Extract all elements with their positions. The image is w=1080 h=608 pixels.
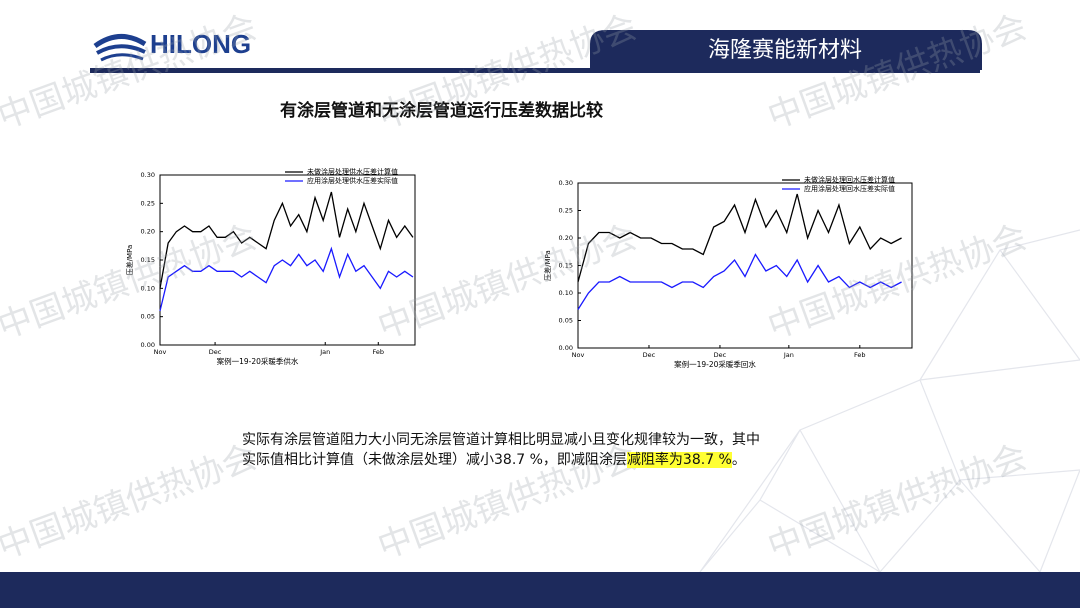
- x-axis-label: 案例一19-20采暖季回水: [674, 359, 756, 369]
- y-tick-label: 0.10: [141, 284, 155, 292]
- y-tick-label: 0.05: [141, 313, 155, 321]
- series-line: [159, 246, 414, 312]
- y-tick-label: 0.15: [559, 262, 573, 270]
- legend-label: 应用涂层处理供水压差实际值: [307, 176, 398, 185]
- y-tick-label: 0.00: [141, 341, 155, 349]
- x-tick-label: Dec: [714, 351, 727, 359]
- x-tick-label: Feb: [854, 351, 866, 359]
- logo-text: HILONG: [150, 29, 251, 59]
- body-span: 实际值相比计算值（未做涂层处理）减小38.7 %，即减阻涂层: [242, 452, 627, 468]
- y-tick-label: 0.00: [559, 344, 573, 352]
- watermark: 中国城镇供热协会: [0, 217, 262, 348]
- y-tick-label: 0.05: [559, 317, 573, 325]
- header-rule: [90, 68, 980, 73]
- series-line: [577, 193, 902, 283]
- body-line: 实际值相比计算值（未做涂层处理）减小38.7 %，即减阻涂层减阻率为38.7 %…: [242, 450, 760, 470]
- y-tick-label: 0.15: [141, 256, 155, 264]
- body-text: 实际有涂层管道阻力大小同无涂层管道计算相比明显减小且变化规律较为一致，其中 实际…: [242, 430, 760, 470]
- geodesic-background: [699, 229, 1080, 573]
- footer-band: [0, 572, 1080, 608]
- x-tick-label: Dec: [643, 351, 656, 359]
- x-axis-label: 案例一19-20采暖季供水: [217, 356, 299, 366]
- logo-icon: [93, 34, 147, 62]
- watermark: 中国城镇供热协会: [763, 437, 1032, 568]
- y-tick-label: 0.20: [141, 228, 155, 236]
- company-name: 海隆赛能新材料: [708, 38, 862, 63]
- y-tick-label: 0.30: [559, 179, 573, 187]
- y-axis-label: 压差/MPa: [543, 250, 552, 281]
- x-tick-label: Feb: [373, 348, 385, 356]
- y-axis-label: 压差/MPa: [125, 245, 134, 276]
- watermark: 中国城镇供热协会: [763, 217, 1032, 348]
- x-tick-label: Jan: [319, 348, 330, 356]
- y-tick-label: 0.30: [141, 171, 155, 179]
- x-tick-label: Jan: [783, 351, 794, 359]
- y-tick-label: 0.25: [141, 199, 155, 207]
- legend-label: 应用涂层处理回水压差实际值: [804, 184, 895, 193]
- x-tick-label: Nov: [572, 351, 585, 359]
- legend-label: 未做涂层处理回水压差计算值: [804, 175, 895, 184]
- company-tab: [590, 30, 982, 70]
- x-tick-label: Nov: [154, 348, 167, 356]
- y-tick-label: 0.25: [559, 207, 573, 215]
- watermark: 中国城镇供热协会: [0, 437, 262, 568]
- legend-label: 未做涂层处理供水压差计算值: [307, 167, 398, 176]
- series-line: [159, 191, 414, 289]
- series-line: [577, 253, 902, 310]
- highlight: 减阻率为38.7 %: [626, 452, 732, 468]
- y-tick-label: 0.10: [559, 289, 573, 297]
- plot-frame: [577, 182, 913, 349]
- charts: 0.00 0.05 0.10 0.15 0.20 0.25 0.30 Nov Dec Jan Feb…: [125, 167, 913, 369]
- y-tick-label: 0.20: [559, 234, 573, 242]
- slide-title: 有涂层管道和无涂层管道运行压差数据比较: [280, 100, 603, 121]
- body-span: 。: [731, 452, 746, 468]
- x-tick-label: Dec: [209, 348, 222, 356]
- body-line: 实际有涂层管道阻力大小同无涂层管道计算相比明显减小且变化规律较为一致，其中: [242, 432, 760, 448]
